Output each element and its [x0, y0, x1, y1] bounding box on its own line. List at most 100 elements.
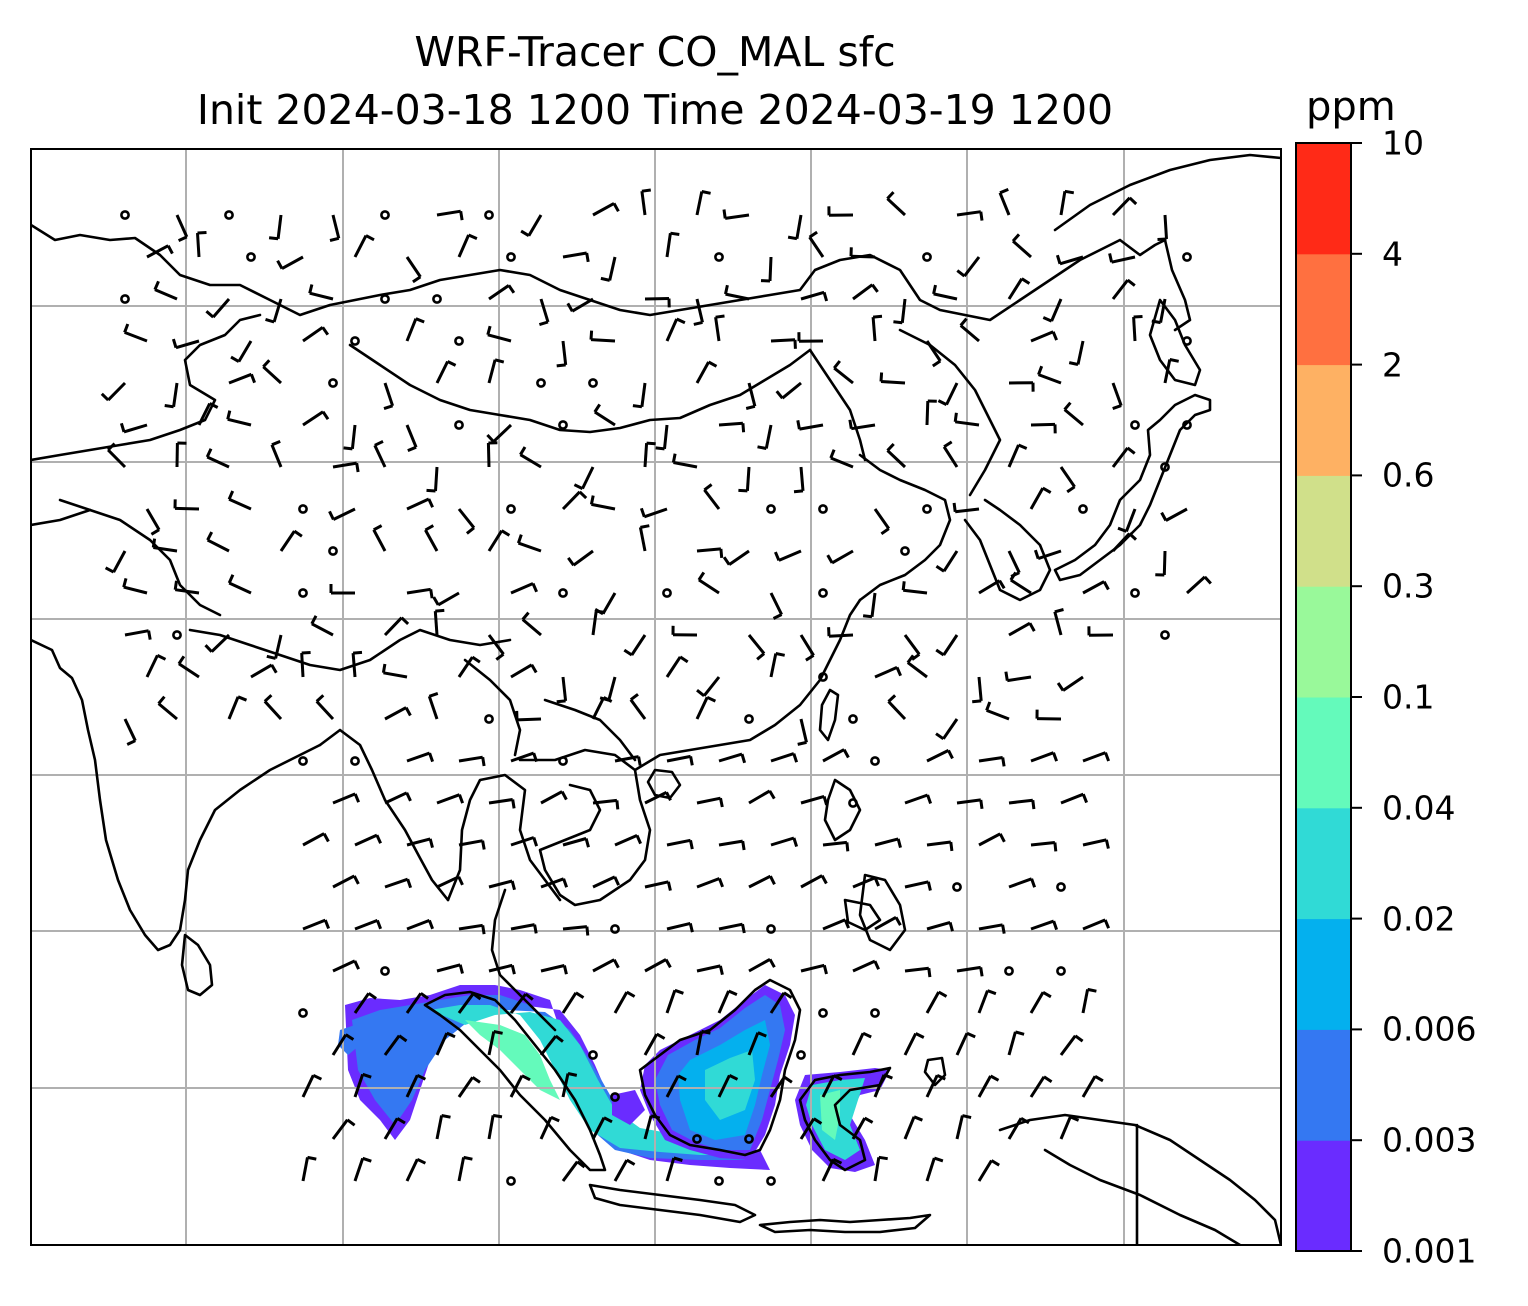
wind-barb-flag	[959, 317, 968, 327]
wind-barb	[206, 455, 230, 469]
wind-barb-flag	[952, 502, 957, 512]
wind-barb-flag	[756, 652, 766, 661]
wind-barb-flag	[227, 490, 235, 500]
wind-barb-flag	[833, 360, 841, 370]
wind-barb-flag	[1063, 401, 1072, 411]
calm-wind-marker	[380, 966, 390, 976]
wind-barb-flag	[1055, 254, 1062, 265]
wind-barb	[665, 232, 672, 258]
wind-barb-flag	[937, 399, 948, 406]
calm-wind-marker	[744, 1134, 754, 1144]
wind-barb-flag	[895, 666, 902, 677]
wind-barb-flag	[156, 654, 167, 661]
wind-barb-flag	[873, 960, 880, 970]
wind-barb	[457, 1157, 466, 1182]
wind-barb-flag	[677, 1074, 687, 1082]
wind-barb	[437, 591, 460, 607]
wind-barb	[695, 696, 709, 720]
wind-barb-flag	[646, 441, 656, 446]
wind-barb-flag	[507, 284, 516, 294]
wind-barb-flag	[953, 412, 958, 422]
plume-contour	[820, 1090, 840, 1140]
wind-barb	[978, 923, 1003, 931]
wind-barb-flag	[871, 283, 879, 293]
wind-barb	[852, 283, 874, 301]
wind-barb-flag	[426, 488, 436, 493]
colorbar-segment	[1296, 1140, 1351, 1252]
wind-barb	[331, 1118, 349, 1140]
calm-wind-marker	[588, 1050, 598, 1060]
wind-barb-flag	[612, 202, 620, 213]
wind-barb	[1059, 191, 1067, 216]
wind-barb	[745, 466, 751, 492]
wind-barb	[539, 298, 550, 323]
wind-barb	[852, 959, 876, 973]
wind-barb	[527, 214, 543, 237]
calm-wind-marker	[454, 336, 464, 346]
calm-wind-marker	[328, 546, 338, 556]
wind-barb-flag	[383, 404, 394, 411]
wind-barb	[640, 382, 647, 407]
wind-barb	[354, 833, 378, 847]
wind-barb	[424, 529, 439, 552]
wind-barb-flag	[481, 756, 486, 767]
wind-barb	[614, 834, 638, 847]
wind-barb-flag	[153, 280, 160, 291]
wind-barb	[487, 634, 505, 656]
wind-barb	[1030, 919, 1055, 931]
wind-barb	[900, 298, 907, 323]
wind-barb	[695, 1031, 703, 1056]
coastline-okhotsk	[1053, 153, 1281, 232]
border-china-south	[463, 658, 522, 757]
wind-barb-flag	[696, 689, 706, 697]
wind-barb-flag	[556, 363, 566, 368]
wind-barb	[925, 340, 942, 362]
wind-barb-flag	[673, 1156, 683, 1162]
calm-wind-marker	[558, 420, 568, 430]
wind-barb-flag	[986, 989, 997, 996]
wind-barb	[747, 1032, 760, 1056]
wind-barb	[666, 921, 691, 931]
colorbar-segment	[1296, 586, 1351, 698]
wind-barb	[510, 663, 533, 679]
wind-barb	[302, 410, 324, 427]
calm-wind-marker	[224, 210, 234, 220]
calm-wind-marker	[1182, 420, 1192, 430]
calm-wind-marker	[818, 672, 828, 682]
calm-wind-marker	[1160, 462, 1170, 472]
wind-barb	[315, 700, 335, 721]
colorbar-tick-label: 2	[1382, 345, 1403, 385]
wind-barb	[457, 1076, 474, 1098]
calm-wind-marker	[1182, 252, 1192, 262]
wind-barb-flag	[1054, 608, 1064, 614]
wind-barb-flag	[738, 488, 748, 493]
wind-barb	[427, 695, 439, 720]
calm-wind-marker	[1004, 966, 1014, 976]
wind-barb-flag	[848, 419, 853, 429]
wind-barb-flag	[728, 1074, 739, 1081]
wind-barb	[643, 507, 668, 519]
wind-barb-flag	[600, 276, 611, 282]
wind-barb	[942, 445, 959, 468]
wind-barb-flag	[937, 990, 948, 998]
wind-barb	[925, 1157, 936, 1182]
wind-barb	[274, 634, 283, 659]
wind-barb	[406, 497, 430, 511]
wind-barb-flag	[1104, 752, 1111, 762]
wind-barb	[665, 989, 677, 1014]
wind-barb	[145, 508, 161, 531]
wind-barb-flag	[935, 565, 945, 573]
wind-barb	[1060, 792, 1084, 805]
wind-barb	[1063, 408, 1084, 427]
wind-barb	[963, 256, 981, 278]
wind-barb	[276, 214, 283, 239]
wind-barb	[509, 1075, 524, 1098]
wind-barb-flag	[310, 615, 318, 625]
map-title: WRF-Tracer CO_MAL sfc	[414, 28, 896, 76]
wind-barb	[748, 957, 771, 973]
wind-barb-flag	[412, 275, 422, 284]
wind-barb	[436, 963, 461, 973]
wind-barb	[1081, 989, 1090, 1014]
wind-barb	[644, 790, 668, 805]
wind-barb-flag	[352, 875, 360, 885]
